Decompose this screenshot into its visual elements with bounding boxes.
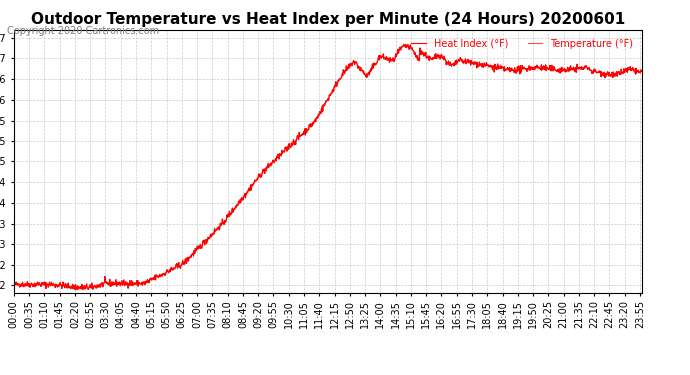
Heat Index (°F) (220, 222, 228, 227)
Heat Index (°F) (72, 288, 80, 292)
Line: Temperature (°F): Temperature (°F) (14, 44, 642, 290)
Temperature (°F) (638, 69, 646, 74)
Temperature (°F) (135, 281, 143, 286)
Line: Heat Index (°F): Heat Index (°F) (14, 44, 642, 290)
Heat Index (°F) (10, 281, 18, 286)
Temperature (°F) (150, 276, 158, 280)
Heat Index (°F) (426, 56, 435, 60)
Temperature (°F) (10, 281, 18, 286)
Heat Index (°F) (135, 282, 143, 286)
Heat Index (°F) (638, 69, 646, 74)
Temperature (°F) (220, 222, 228, 226)
Heat Index (°F) (509, 67, 517, 72)
Text: Copyright 2020 Cartronics.com: Copyright 2020 Cartronics.com (7, 26, 159, 36)
Temperature (°F) (426, 55, 435, 59)
Temperature (°F) (509, 68, 517, 72)
Temperature (°F) (72, 287, 80, 292)
Temperature (°F) (402, 42, 410, 46)
Heat Index (°F) (400, 42, 408, 46)
Legend: Heat Index (°F), Temperature (°F): Heat Index (°F), Temperature (°F) (408, 35, 637, 52)
Title: Outdoor Temperature vs Heat Index per Minute (24 Hours) 20200601: Outdoor Temperature vs Heat Index per Mi… (30, 12, 625, 27)
Temperature (°F) (564, 66, 572, 70)
Heat Index (°F) (564, 66, 572, 71)
Heat Index (°F) (150, 275, 158, 280)
